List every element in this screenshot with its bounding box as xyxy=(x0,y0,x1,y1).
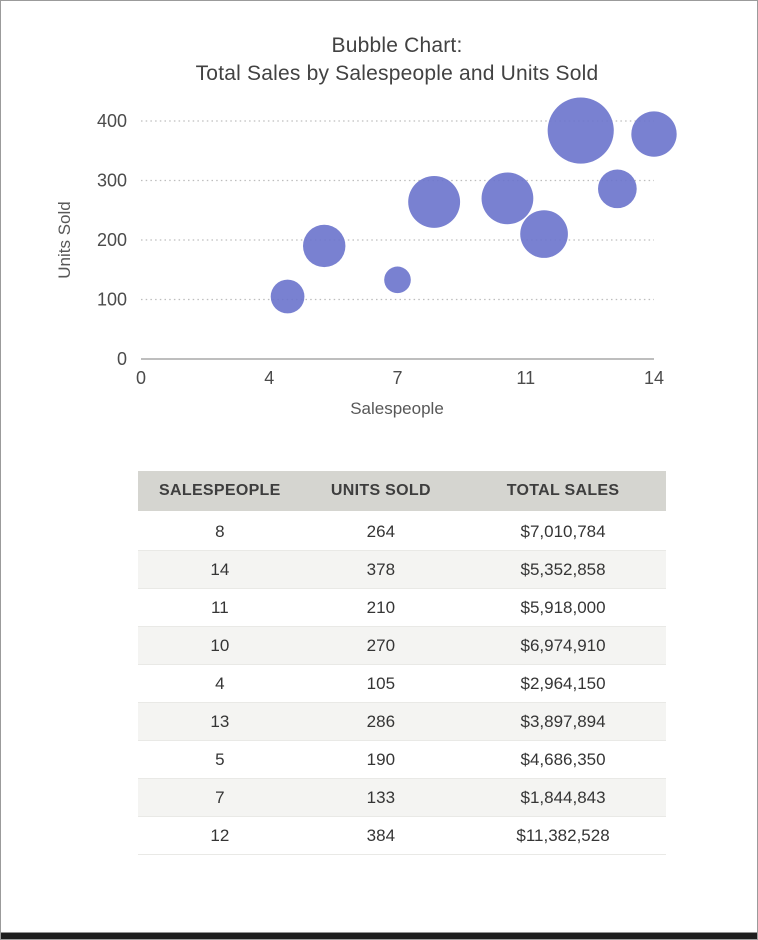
bubble xyxy=(631,111,677,157)
table-cell: 8 xyxy=(138,513,302,551)
table-row: 4 105 $2,964,150 xyxy=(138,665,666,703)
x-tick-label: 4 xyxy=(264,368,274,388)
table-cell: 286 xyxy=(301,703,461,741)
x-axis-label: Salespeople xyxy=(350,399,444,418)
y-tick-label: 100 xyxy=(97,290,127,310)
table-row: 10 270 $6,974,910 xyxy=(138,627,666,665)
table-cell: $11,382,528 xyxy=(460,817,666,855)
data-table: SALESPEOPLE UNITS SOLD TOTAL SALES 8 264 $7,… xyxy=(138,471,666,855)
table-header-row: SALESPEOPLE UNITS SOLD TOTAL SALES xyxy=(138,471,666,513)
table-cell: 270 xyxy=(301,627,461,665)
table-row: 14 378 $5,352,858 xyxy=(138,551,666,589)
table-row: 5 190 $4,686,350 xyxy=(138,741,666,779)
y-axis-label: Units Sold xyxy=(55,201,74,279)
bubble xyxy=(547,97,614,164)
table-cell: 4 xyxy=(138,665,302,703)
x-tick-label: 7 xyxy=(392,368,402,388)
x-tick-label: 11 xyxy=(516,368,535,388)
table-cell: $6,974,910 xyxy=(460,627,666,665)
table-cell: $5,918,000 xyxy=(460,589,666,627)
table-cell: 11 xyxy=(138,589,302,627)
table-cell: 264 xyxy=(301,513,461,551)
bubble xyxy=(270,279,305,314)
table-cell: 190 xyxy=(301,741,461,779)
table-cell: 378 xyxy=(301,551,461,589)
table-row: 12 384 $11,382,528 xyxy=(138,817,666,855)
table-header: SALESPEOPLE UNITS SOLD TOTAL SALES xyxy=(138,471,666,513)
table-cell: $5,352,858 xyxy=(460,551,666,589)
table-cell: $1,844,843 xyxy=(460,779,666,817)
table-cell: 210 xyxy=(301,589,461,627)
bubble xyxy=(302,224,346,268)
bubble xyxy=(408,175,461,228)
y-tick-label: 0 xyxy=(117,349,127,369)
chart-title-line2: Total Sales by Salespeople and Units Sol… xyxy=(195,62,599,85)
bubble xyxy=(598,169,637,209)
table-cell: $2,964,150 xyxy=(460,665,666,703)
table-row: 13 286 $3,897,894 xyxy=(138,703,666,741)
bubble-chart: 0 100 200 300 400 0 4 7 11 14 xyxy=(97,97,677,388)
bubble xyxy=(384,266,411,294)
table-cell: 10 xyxy=(138,627,302,665)
table-row: 7 133 $1,844,843 xyxy=(138,779,666,817)
table-header-cell: SALESPEOPLE xyxy=(138,471,302,513)
x-tick-label: 14 xyxy=(644,368,664,388)
table-cell: 105 xyxy=(301,665,461,703)
table-cell: 14 xyxy=(138,551,302,589)
table-row: 11 210 $5,918,000 xyxy=(138,589,666,627)
table-cell: $3,897,894 xyxy=(460,703,666,741)
bubble xyxy=(481,172,534,225)
table-cell: 13 xyxy=(138,703,302,741)
table-cell: $7,010,784 xyxy=(460,513,666,551)
table-cell: 5 xyxy=(138,741,302,779)
y-tick-label: 200 xyxy=(97,230,127,250)
bottom-edge-bar xyxy=(1,932,757,939)
x-tick-label: 0 xyxy=(136,368,146,388)
table-header-cell: TOTAL SALES xyxy=(460,471,666,513)
table-cell: 12 xyxy=(138,817,302,855)
table-cell: 133 xyxy=(301,779,461,817)
chart-title-line1: Bubble Chart: xyxy=(331,34,463,57)
y-tick-label: 300 xyxy=(97,171,127,191)
table-header-cell: UNITS SOLD xyxy=(301,471,461,513)
table-cell: $4,686,350 xyxy=(460,741,666,779)
chart-title: Bubble Chart: Total Sales by Salespeople… xyxy=(37,32,757,88)
table-body: 8 264 $7,010,784 14 378 $5,352,858 11 210 $5,918… xyxy=(138,513,666,855)
table-row: 8 264 $7,010,784 xyxy=(138,513,666,551)
table-cell: 384 xyxy=(301,817,461,855)
bubble xyxy=(520,210,568,258)
table-cell: 7 xyxy=(138,779,302,817)
y-tick-label: 400 xyxy=(97,111,127,131)
